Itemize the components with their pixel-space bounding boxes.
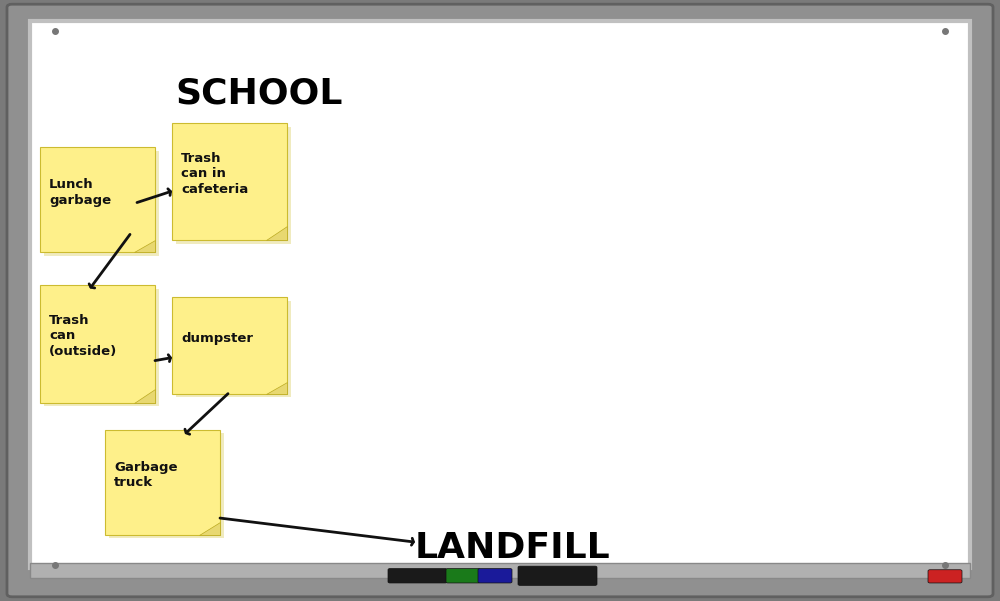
Text: LANDFILL: LANDFILL <box>415 531 611 565</box>
Polygon shape <box>199 522 220 535</box>
Text: Garbage
truck: Garbage truck <box>114 461 178 489</box>
Text: Trash
can
(outside): Trash can (outside) <box>49 314 117 358</box>
Text: Trash
can in
cafeteria: Trash can in cafeteria <box>181 151 248 195</box>
FancyBboxPatch shape <box>518 566 597 585</box>
Text: Lunch
garbage: Lunch garbage <box>49 178 111 207</box>
FancyBboxPatch shape <box>388 569 447 583</box>
FancyBboxPatch shape <box>30 563 970 578</box>
FancyBboxPatch shape <box>176 127 291 244</box>
FancyBboxPatch shape <box>478 569 512 583</box>
Text: SCHOOL: SCHOOL <box>175 76 342 110</box>
FancyBboxPatch shape <box>176 301 291 397</box>
FancyBboxPatch shape <box>30 21 970 568</box>
FancyBboxPatch shape <box>7 4 993 597</box>
FancyBboxPatch shape <box>40 147 155 252</box>
FancyBboxPatch shape <box>105 430 220 535</box>
FancyBboxPatch shape <box>928 570 962 583</box>
Polygon shape <box>134 240 155 252</box>
FancyBboxPatch shape <box>109 433 224 538</box>
Polygon shape <box>266 227 287 240</box>
Polygon shape <box>266 382 287 394</box>
Text: dumpster: dumpster <box>181 332 253 346</box>
FancyBboxPatch shape <box>44 289 159 406</box>
FancyBboxPatch shape <box>172 297 287 394</box>
FancyBboxPatch shape <box>446 569 480 583</box>
FancyBboxPatch shape <box>40 285 155 403</box>
Polygon shape <box>134 389 155 403</box>
FancyBboxPatch shape <box>44 151 159 256</box>
FancyBboxPatch shape <box>172 123 287 240</box>
